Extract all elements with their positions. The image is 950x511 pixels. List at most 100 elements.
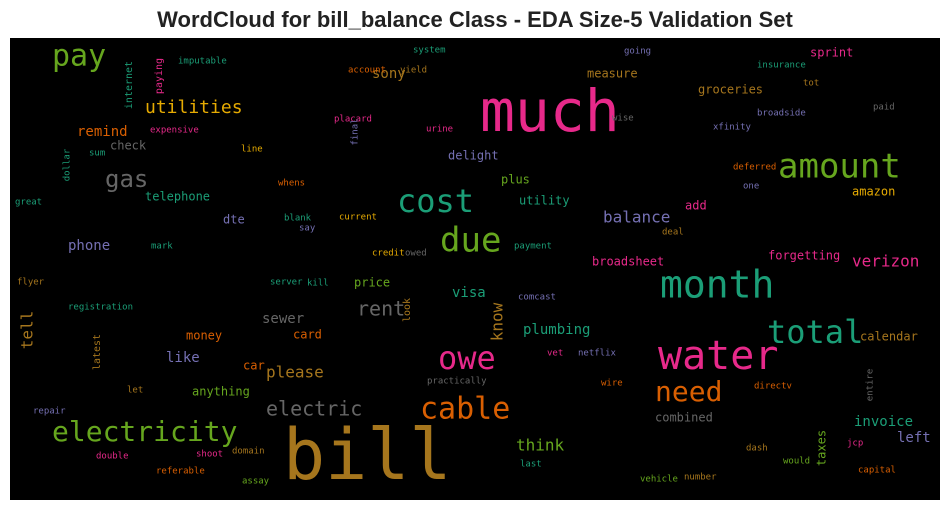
word: dash [746, 444, 768, 454]
word: cost [397, 182, 474, 220]
word: xfinity [713, 123, 752, 133]
word: please [266, 363, 324, 382]
word: placard [334, 115, 372, 125]
word: dollar [63, 148, 73, 181]
word: card [293, 328, 322, 342]
word: rent [357, 297, 405, 321]
word: payment [514, 242, 552, 252]
word: say [299, 224, 316, 234]
word: groceries [698, 83, 763, 97]
word: mark [151, 242, 173, 252]
word: calendar [860, 330, 918, 344]
word: paid [873, 103, 895, 113]
word: registration [68, 303, 133, 313]
word: much [480, 77, 620, 145]
word: phone [68, 238, 110, 254]
word: anything [192, 385, 250, 399]
word: due [440, 221, 501, 261]
word: need [655, 375, 722, 408]
word: visa [452, 285, 486, 301]
word: would [783, 457, 810, 467]
word: measure [587, 67, 638, 81]
word: plus [501, 173, 530, 187]
word: blank [284, 214, 312, 224]
word: car [243, 359, 265, 373]
word: utility [519, 194, 570, 208]
word: going [624, 47, 651, 57]
word: credit [372, 249, 405, 259]
word: broadside [757, 109, 806, 119]
word: owe [438, 339, 496, 377]
word: water [658, 333, 778, 379]
word: deal [662, 228, 684, 238]
word: one [743, 182, 759, 192]
word: server [270, 278, 303, 288]
word: last [520, 460, 542, 470]
word: final [351, 118, 361, 145]
word: account [348, 66, 386, 76]
word: look [402, 298, 413, 322]
word: system [413, 46, 446, 56]
word: line [241, 145, 263, 155]
word: directv [754, 382, 792, 392]
word: vehicle [640, 475, 678, 485]
word: sprint [810, 46, 853, 60]
word: gas [105, 165, 148, 193]
word: practically [427, 377, 487, 387]
word: total [767, 313, 863, 351]
word: telephone [145, 190, 210, 204]
word: delight [448, 149, 499, 163]
word: electricity [52, 415, 237, 448]
word: amazon [852, 185, 895, 199]
word: tot [803, 79, 819, 89]
word: double [96, 452, 129, 462]
word: entire [866, 369, 876, 402]
word: tell [18, 311, 37, 350]
word: dte [223, 213, 245, 227]
word: broadsheet [592, 255, 664, 269]
word: check [110, 139, 147, 153]
word: cable [420, 392, 510, 427]
word: combined [655, 411, 713, 425]
word: imputable [178, 57, 227, 67]
word: netflix [578, 349, 617, 359]
word: pay [52, 39, 106, 74]
word: insurance [757, 61, 806, 71]
word: wise [612, 114, 634, 124]
word: great [15, 198, 42, 208]
word: repair [33, 407, 66, 417]
word: assay [242, 477, 270, 487]
word: sony [372, 66, 406, 82]
word: domain [232, 447, 265, 457]
word: deferred [733, 163, 776, 173]
word: left [897, 430, 931, 446]
word: vet [547, 349, 563, 359]
word: add [685, 199, 707, 213]
word: like [166, 350, 200, 366]
word: utilities [145, 97, 243, 118]
word: yield [400, 66, 427, 76]
word: amount [778, 147, 901, 187]
word: urine [426, 125, 453, 135]
word: referable [156, 467, 205, 477]
word: electric [266, 397, 362, 421]
cloud-panel [10, 38, 940, 500]
word: let [127, 386, 143, 396]
word: know [488, 302, 507, 341]
word: price [354, 276, 390, 290]
word: verizon [852, 252, 919, 271]
word: capital [858, 466, 896, 476]
word: sum [89, 149, 105, 159]
word: bill [283, 414, 452, 496]
chart-title: WordCloud for bill_balance Class - EDA S… [157, 7, 793, 32]
word: comcast [518, 293, 556, 303]
word: latest [92, 334, 103, 370]
word: money [186, 329, 222, 343]
word: internet [124, 61, 135, 109]
word: think [516, 436, 565, 455]
word: taxes [815, 430, 829, 466]
word: plumbing [523, 322, 590, 338]
word: remind [77, 124, 128, 140]
word: sewer [262, 311, 304, 327]
